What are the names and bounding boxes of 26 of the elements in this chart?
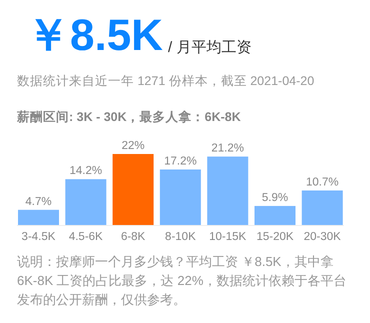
- data-label: 17.2%: [164, 155, 197, 168]
- text: 说明：按摩师一个月多少钱？平均工资 ￥8.5K，其中拿 6K-8K 工资的占比最多，达 22%，数据统计依赖于各平台发布的公开薪酬，仅供参考。: [17, 253, 348, 309]
- bar: [302, 190, 343, 225]
- x-tick-label: 10-15K: [209, 231, 247, 243]
- x-tick-label: 3-4.5K: [22, 231, 56, 243]
- chart-title: ￥8.5K: [26, 10, 163, 62]
- bar: [207, 156, 248, 225]
- bar: [160, 169, 201, 225]
- x-tick-label: 8-10K: [165, 231, 196, 243]
- bar: [18, 210, 59, 225]
- x-tick-label: 15-20K: [256, 231, 294, 243]
- bar: [65, 179, 106, 225]
- data-label: 14.2%: [69, 165, 102, 178]
- chart-subtitle: / 月平均工资: [168, 38, 252, 57]
- x-tick-label: 4.5-6K: [68, 231, 104, 243]
- data-label: 22%: [122, 140, 145, 152]
- x-tick-label: 20-30K: [304, 231, 342, 243]
- x-tick-label: 6-8K: [120, 231, 146, 243]
- text: 薪酬区间: 3K - 30K，最多人拿：6K-8K: [17, 109, 241, 126]
- bar: [254, 206, 296, 225]
- bar: [112, 154, 154, 225]
- data-label: 21.2%: [211, 142, 244, 155]
- text: 数据统计来自近一年 1271 份样本，截至 2021-04-20: [17, 73, 314, 90]
- data-label: 10.7%: [306, 176, 339, 188]
- data-label: 4.7%: [25, 196, 52, 208]
- data-label: 5.9%: [262, 192, 288, 204]
